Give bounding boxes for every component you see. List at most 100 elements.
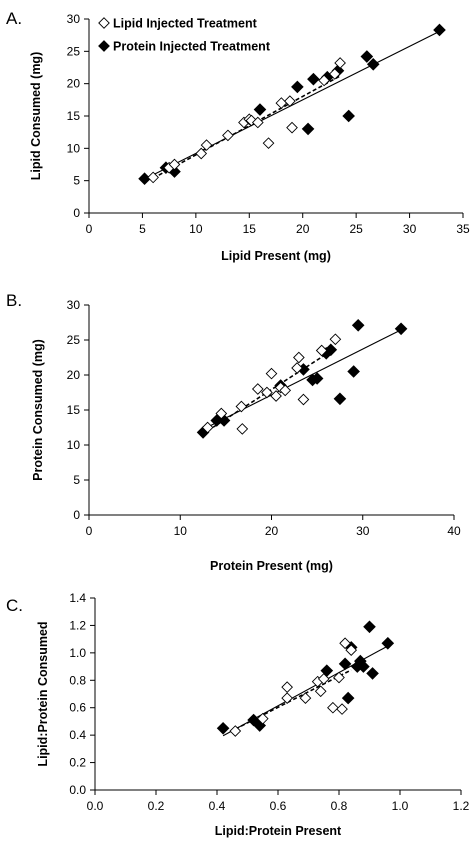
data-point-lipid-injected [318,74,330,87]
x-tick-label: 0.6 [270,799,287,813]
y-tick-label: 15 [67,403,81,417]
data-point-lipid-injected [200,139,213,151]
data-point-lipid-injected [345,644,358,656]
x-axis-title: Lipid:Protein Present [215,824,342,838]
data-point-protein-injected [338,657,352,671]
x-tick-label: 0 [86,222,93,236]
y-tick-label: 10 [67,438,81,452]
data-point-lipid-injected [328,68,341,80]
y-tick-label: 25 [67,333,81,347]
x-tick-label: 25 [349,222,363,236]
y-tick-label: 0.4 [69,728,86,742]
data-point-lipid-injected [284,95,296,107]
y-tick-label: 0.0 [69,783,86,797]
y-tick-label: 20 [67,77,81,91]
data-point-protein-injected [342,109,355,123]
x-tick-label: 10 [189,222,203,236]
data-point-lipid-injected [327,701,339,714]
panel-label: B. [6,291,22,310]
y-tick-label: 0.2 [69,756,86,770]
data-point-lipid-injected [281,692,293,704]
y-tick-label: 1.0 [69,646,86,660]
data-point-lipid-injected [314,685,327,698]
data-point-protein-injected [138,172,151,186]
x-tick-label: 20 [296,222,310,236]
data-point-lipid-injected [251,116,264,129]
data-point-lipid-injected [261,386,273,399]
data-point-protein-injected [310,372,324,385]
data-point-lipid-injected [315,344,328,357]
data-point-lipid-injected [262,137,275,149]
data-point-lipid-injected [222,129,234,142]
x-tick-label: 1.0 [392,799,409,813]
y-tick-label: 25 [67,44,81,58]
data-point-protein-injected [366,57,380,71]
data-point-lipid-injected [236,423,249,435]
y-tick-label: 5 [73,473,80,487]
data-point-lipid-injected [336,703,348,715]
data-point-protein-injected [381,636,395,650]
data-point-protein-injected [324,343,338,357]
trend-line-lipid-injected [152,75,341,179]
y-tick-label: 0.8 [69,673,86,687]
legend-marker [98,40,110,52]
data-point-lipid-injected [195,147,208,160]
panel-label: C. [6,596,23,615]
y-tick-label: 0.6 [69,701,86,715]
legend-marker [98,17,110,29]
data-point-lipid-injected [235,400,248,413]
y-tick-label: 0 [73,206,80,220]
y-tick-label: 30 [67,12,81,26]
y-axis-title: Lipid:Protein Consumed [36,621,50,766]
x-tick-label: 1.2 [453,799,470,813]
data-point-protein-injected [253,103,267,116]
x-tick-label: 0.8 [331,799,348,813]
data-point-protein-injected [291,80,304,94]
data-point-lipid-injected [291,362,303,374]
data-point-lipid-injected [147,171,159,184]
x-tick-label: 30 [403,222,417,236]
data-point-protein-injected [366,667,379,680]
data-point-lipid-injected [256,712,269,725]
data-point-lipid-injected [334,57,346,69]
legend-label: Protein Injected Treatment [113,40,271,54]
data-point-lipid-injected [201,421,214,434]
data-point-protein-injected [357,660,370,673]
x-tick-label: 0.4 [209,799,226,813]
y-tick-label: 1.4 [69,591,86,605]
x-tick-label: 35 [456,222,470,236]
x-tick-label: 20 [265,524,279,538]
data-point-protein-injected [347,365,360,378]
data-point-protein-injected [333,392,347,406]
trend-line-protein-injected [202,329,402,430]
x-tick-label: 30 [356,524,370,538]
trend-line-lipid-injected [207,347,336,432]
x-tick-label: 15 [243,222,257,236]
data-point-protein-injected [216,721,230,735]
x-tick-label: 40 [447,524,461,538]
y-axis-title: Protein Consumed (mg) [31,339,45,481]
data-point-lipid-injected [297,393,310,406]
data-point-lipid-injected [281,681,293,693]
y-axis-title: Lipid Consumed (mg) [29,52,43,180]
x-axis-title: Lipid Present (mg) [221,249,331,263]
y-tick-label: 0 [73,508,80,522]
data-point-protein-injected [360,50,374,63]
data-point-protein-injected [341,691,355,705]
data-point-protein-injected [394,322,408,336]
data-point-lipid-injected [286,121,298,134]
x-tick-label: 0 [86,524,93,538]
y-tick-label: 5 [73,174,80,188]
data-point-protein-injected [433,23,446,37]
data-point-lipid-injected [333,671,345,684]
y-tick-label: 1.2 [69,618,86,632]
data-point-lipid-injected [270,390,282,402]
data-point-lipid-injected [229,725,242,737]
data-point-lipid-injected [251,383,264,395]
data-point-lipid-injected [279,384,292,397]
data-point-lipid-injected [299,692,312,704]
data-point-lipid-injected [329,333,342,346]
data-point-lipid-injected [168,158,181,171]
data-point-lipid-injected [339,637,351,650]
